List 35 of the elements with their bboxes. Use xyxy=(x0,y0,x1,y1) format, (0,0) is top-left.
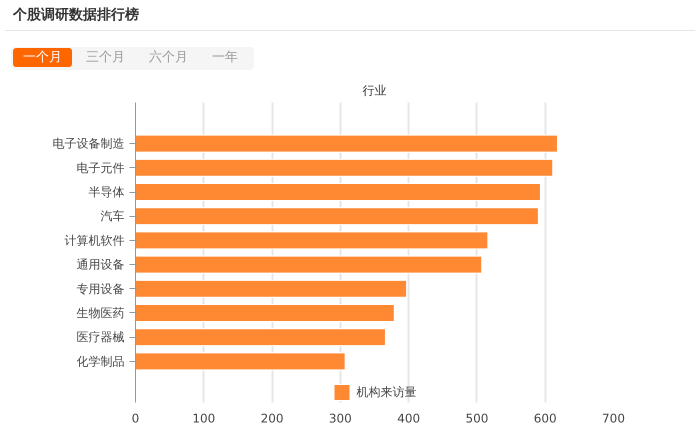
y-tick-label: 汽车 xyxy=(100,209,124,224)
bar xyxy=(136,328,386,346)
x-tick-label: 500 xyxy=(465,412,488,426)
y-tick-label: 计算机软件 xyxy=(64,233,124,248)
text: 一个月 xyxy=(13,48,72,67)
bar xyxy=(136,231,488,250)
bar xyxy=(136,134,558,153)
x-tick-label: 600 xyxy=(534,412,557,426)
bar xyxy=(136,352,346,370)
text: 一年 xyxy=(211,49,239,67)
legend-label: 机构来访量 xyxy=(356,384,416,400)
y-tick-label: 电子元件 xyxy=(76,160,124,175)
x-tick-label: 100 xyxy=(192,412,216,426)
chart-title: 个股调研数据排行榜 xyxy=(13,6,139,25)
text: 三个月 xyxy=(85,49,126,67)
y-tick-label: 化学制品 xyxy=(76,354,124,368)
x-tick-label: 400 xyxy=(397,412,420,426)
x-tick-label: 700 xyxy=(602,412,625,426)
y-tick-label: 专用设备 xyxy=(76,282,124,296)
y-tick-label: 医疗器械 xyxy=(76,330,124,344)
bar xyxy=(136,158,554,177)
bar xyxy=(136,183,541,201)
y-tick-label: 电子设备制造 xyxy=(52,136,124,151)
x-tick-label: 300 xyxy=(328,412,352,426)
y-axis-title: 行业 xyxy=(362,84,386,98)
x-tick-label: 200 xyxy=(260,412,284,426)
bar xyxy=(136,280,408,298)
text: 六个月 xyxy=(148,49,189,67)
bar xyxy=(136,256,482,274)
bar xyxy=(136,207,539,226)
y-tick-label: 生物医药 xyxy=(76,306,124,320)
bar xyxy=(136,304,395,322)
y-tick-label: 半导体 xyxy=(88,185,124,200)
y-tick-label: 通用设备 xyxy=(76,258,124,272)
x-tick-label: 0 xyxy=(132,412,140,426)
